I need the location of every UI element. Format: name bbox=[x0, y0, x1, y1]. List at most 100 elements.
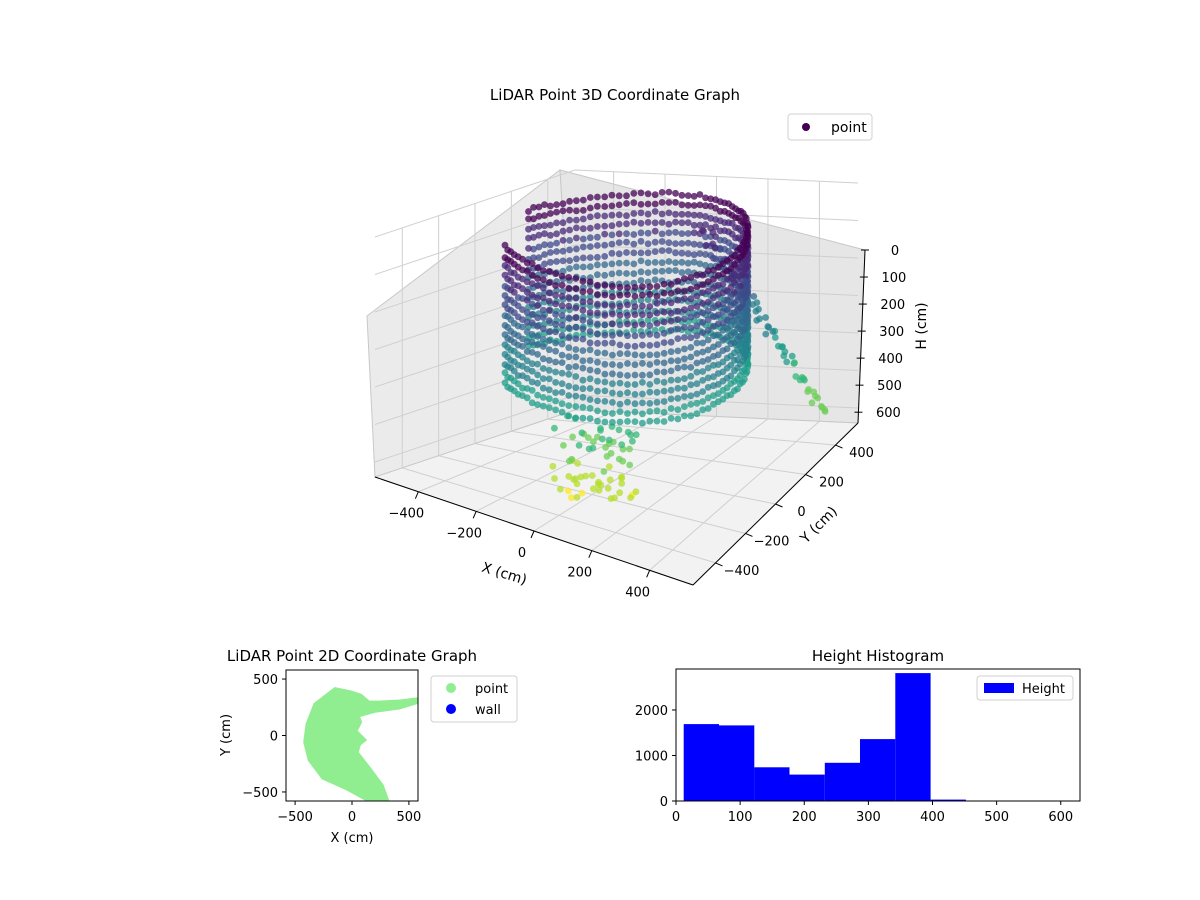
data-point-3d bbox=[667, 367, 675, 375]
data-point-3d bbox=[646, 311, 654, 319]
data-point-3d bbox=[539, 276, 547, 283]
data-point-3d bbox=[573, 245, 580, 253]
data-point-3d bbox=[558, 389, 566, 396]
data-point-3d bbox=[568, 455, 576, 463]
data-point-3d bbox=[624, 428, 632, 436]
data-point-3d bbox=[756, 315, 763, 323]
data-point-3d bbox=[558, 332, 566, 339]
grid-line-z bbox=[374, 281, 859, 350]
data-point-3d bbox=[660, 289, 668, 297]
data-point-3d bbox=[653, 377, 661, 385]
data-point-3d bbox=[667, 309, 675, 317]
data-point-3d bbox=[594, 261, 601, 269]
data-point-3d bbox=[630, 218, 638, 226]
data-point-3d bbox=[696, 191, 704, 198]
data-point-3d bbox=[565, 412, 573, 420]
data-point-3d bbox=[588, 472, 596, 479]
data-point-3d bbox=[783, 358, 791, 366]
data-point-3d bbox=[528, 260, 536, 267]
data-point-3d bbox=[523, 394, 531, 402]
data-point-3d bbox=[565, 294, 573, 301]
data-point-3d bbox=[528, 386, 536, 394]
data-point-3d bbox=[660, 329, 668, 337]
data-point-3d bbox=[573, 234, 580, 242]
data-point-3d bbox=[547, 210, 554, 217]
data-point-3d bbox=[616, 418, 624, 426]
grid-line-y bbox=[438, 215, 746, 534]
data-point-3d bbox=[572, 304, 580, 312]
data-point-3d bbox=[672, 210, 679, 218]
x-tick-3d bbox=[414, 491, 419, 499]
data-point-3d bbox=[630, 190, 638, 197]
data-point-3d bbox=[644, 219, 652, 226]
data-point-3d bbox=[514, 380, 522, 388]
data-point-3d bbox=[535, 231, 543, 239]
data-point-3d bbox=[665, 267, 673, 275]
data-point-3d bbox=[651, 200, 659, 208]
data-point-3d bbox=[603, 453, 611, 460]
x-tick-label-histogram: 200 bbox=[792, 810, 817, 825]
data-point-3d bbox=[716, 244, 724, 252]
data-point-3d bbox=[639, 399, 646, 407]
data-point-3d bbox=[608, 222, 616, 230]
grid-line-x bbox=[649, 181, 820, 571]
data-point-3d bbox=[558, 351, 566, 359]
data-point-3d bbox=[639, 390, 646, 398]
grid-line-y bbox=[401, 227, 716, 564]
x-tick-3d bbox=[472, 511, 477, 519]
data-point-3d bbox=[702, 242, 710, 249]
data-point-3d bbox=[609, 399, 616, 406]
data-point-3d bbox=[631, 321, 639, 329]
data-point-3d bbox=[578, 489, 586, 497]
data-point-3d bbox=[699, 348, 707, 356]
data-point-3d bbox=[684, 192, 692, 200]
x-tick-label-histogram: 100 bbox=[728, 810, 753, 825]
plot-area-2d bbox=[303, 687, 418, 801]
data-point-3d bbox=[792, 373, 800, 380]
legend-histogram: Height bbox=[976, 675, 1074, 701]
data-point-3d bbox=[639, 352, 646, 359]
data-point-3d bbox=[624, 372, 631, 379]
data-point-3d bbox=[534, 341, 541, 349]
data-point-3d bbox=[545, 306, 553, 314]
data-point-3d bbox=[660, 378, 668, 386]
data-point-3d bbox=[672, 218, 679, 226]
data-point-3d bbox=[674, 364, 682, 372]
data-point-3d bbox=[545, 317, 553, 324]
data-point-3d bbox=[586, 357, 594, 364]
data-point-3d bbox=[672, 267, 679, 274]
data-point-3d bbox=[545, 279, 553, 286]
data-point-3d bbox=[681, 355, 688, 363]
data-point-3d bbox=[579, 207, 587, 214]
data-point-3d bbox=[528, 311, 536, 318]
x-tick-3d bbox=[646, 570, 651, 578]
data-point-3d bbox=[631, 351, 639, 359]
data-point-3d bbox=[644, 240, 652, 248]
data-point-3d bbox=[564, 487, 572, 495]
data-point-3d bbox=[545, 404, 553, 412]
data-point-3d bbox=[644, 269, 652, 276]
data-point-3d bbox=[547, 221, 554, 229]
data-point-3d bbox=[667, 338, 675, 346]
y-tick-label-histogram: 2000 bbox=[635, 704, 668, 719]
data-point-3d bbox=[781, 348, 789, 356]
data-point-3d bbox=[557, 485, 564, 493]
data-point-3d bbox=[528, 338, 536, 346]
data-point-3d bbox=[541, 241, 548, 249]
data-point-3d bbox=[624, 284, 631, 291]
data-point-3d bbox=[736, 291, 744, 299]
y-tick-label-2d: 500 bbox=[253, 673, 278, 688]
data-point-3d bbox=[579, 325, 587, 333]
data-point-3d bbox=[651, 208, 659, 215]
data-point-3d bbox=[579, 316, 587, 324]
data-point-3d bbox=[539, 375, 547, 382]
legend-histogram-frame bbox=[976, 675, 1074, 701]
data-point-3d bbox=[609, 351, 616, 359]
data-point-3d bbox=[646, 361, 654, 368]
data-point-3d bbox=[594, 309, 601, 317]
data-point-3d bbox=[631, 418, 639, 425]
data-point-3d bbox=[541, 251, 548, 258]
data-point-3d bbox=[693, 303, 701, 310]
data-point-3d bbox=[639, 291, 646, 299]
data-point-3d bbox=[558, 321, 566, 329]
